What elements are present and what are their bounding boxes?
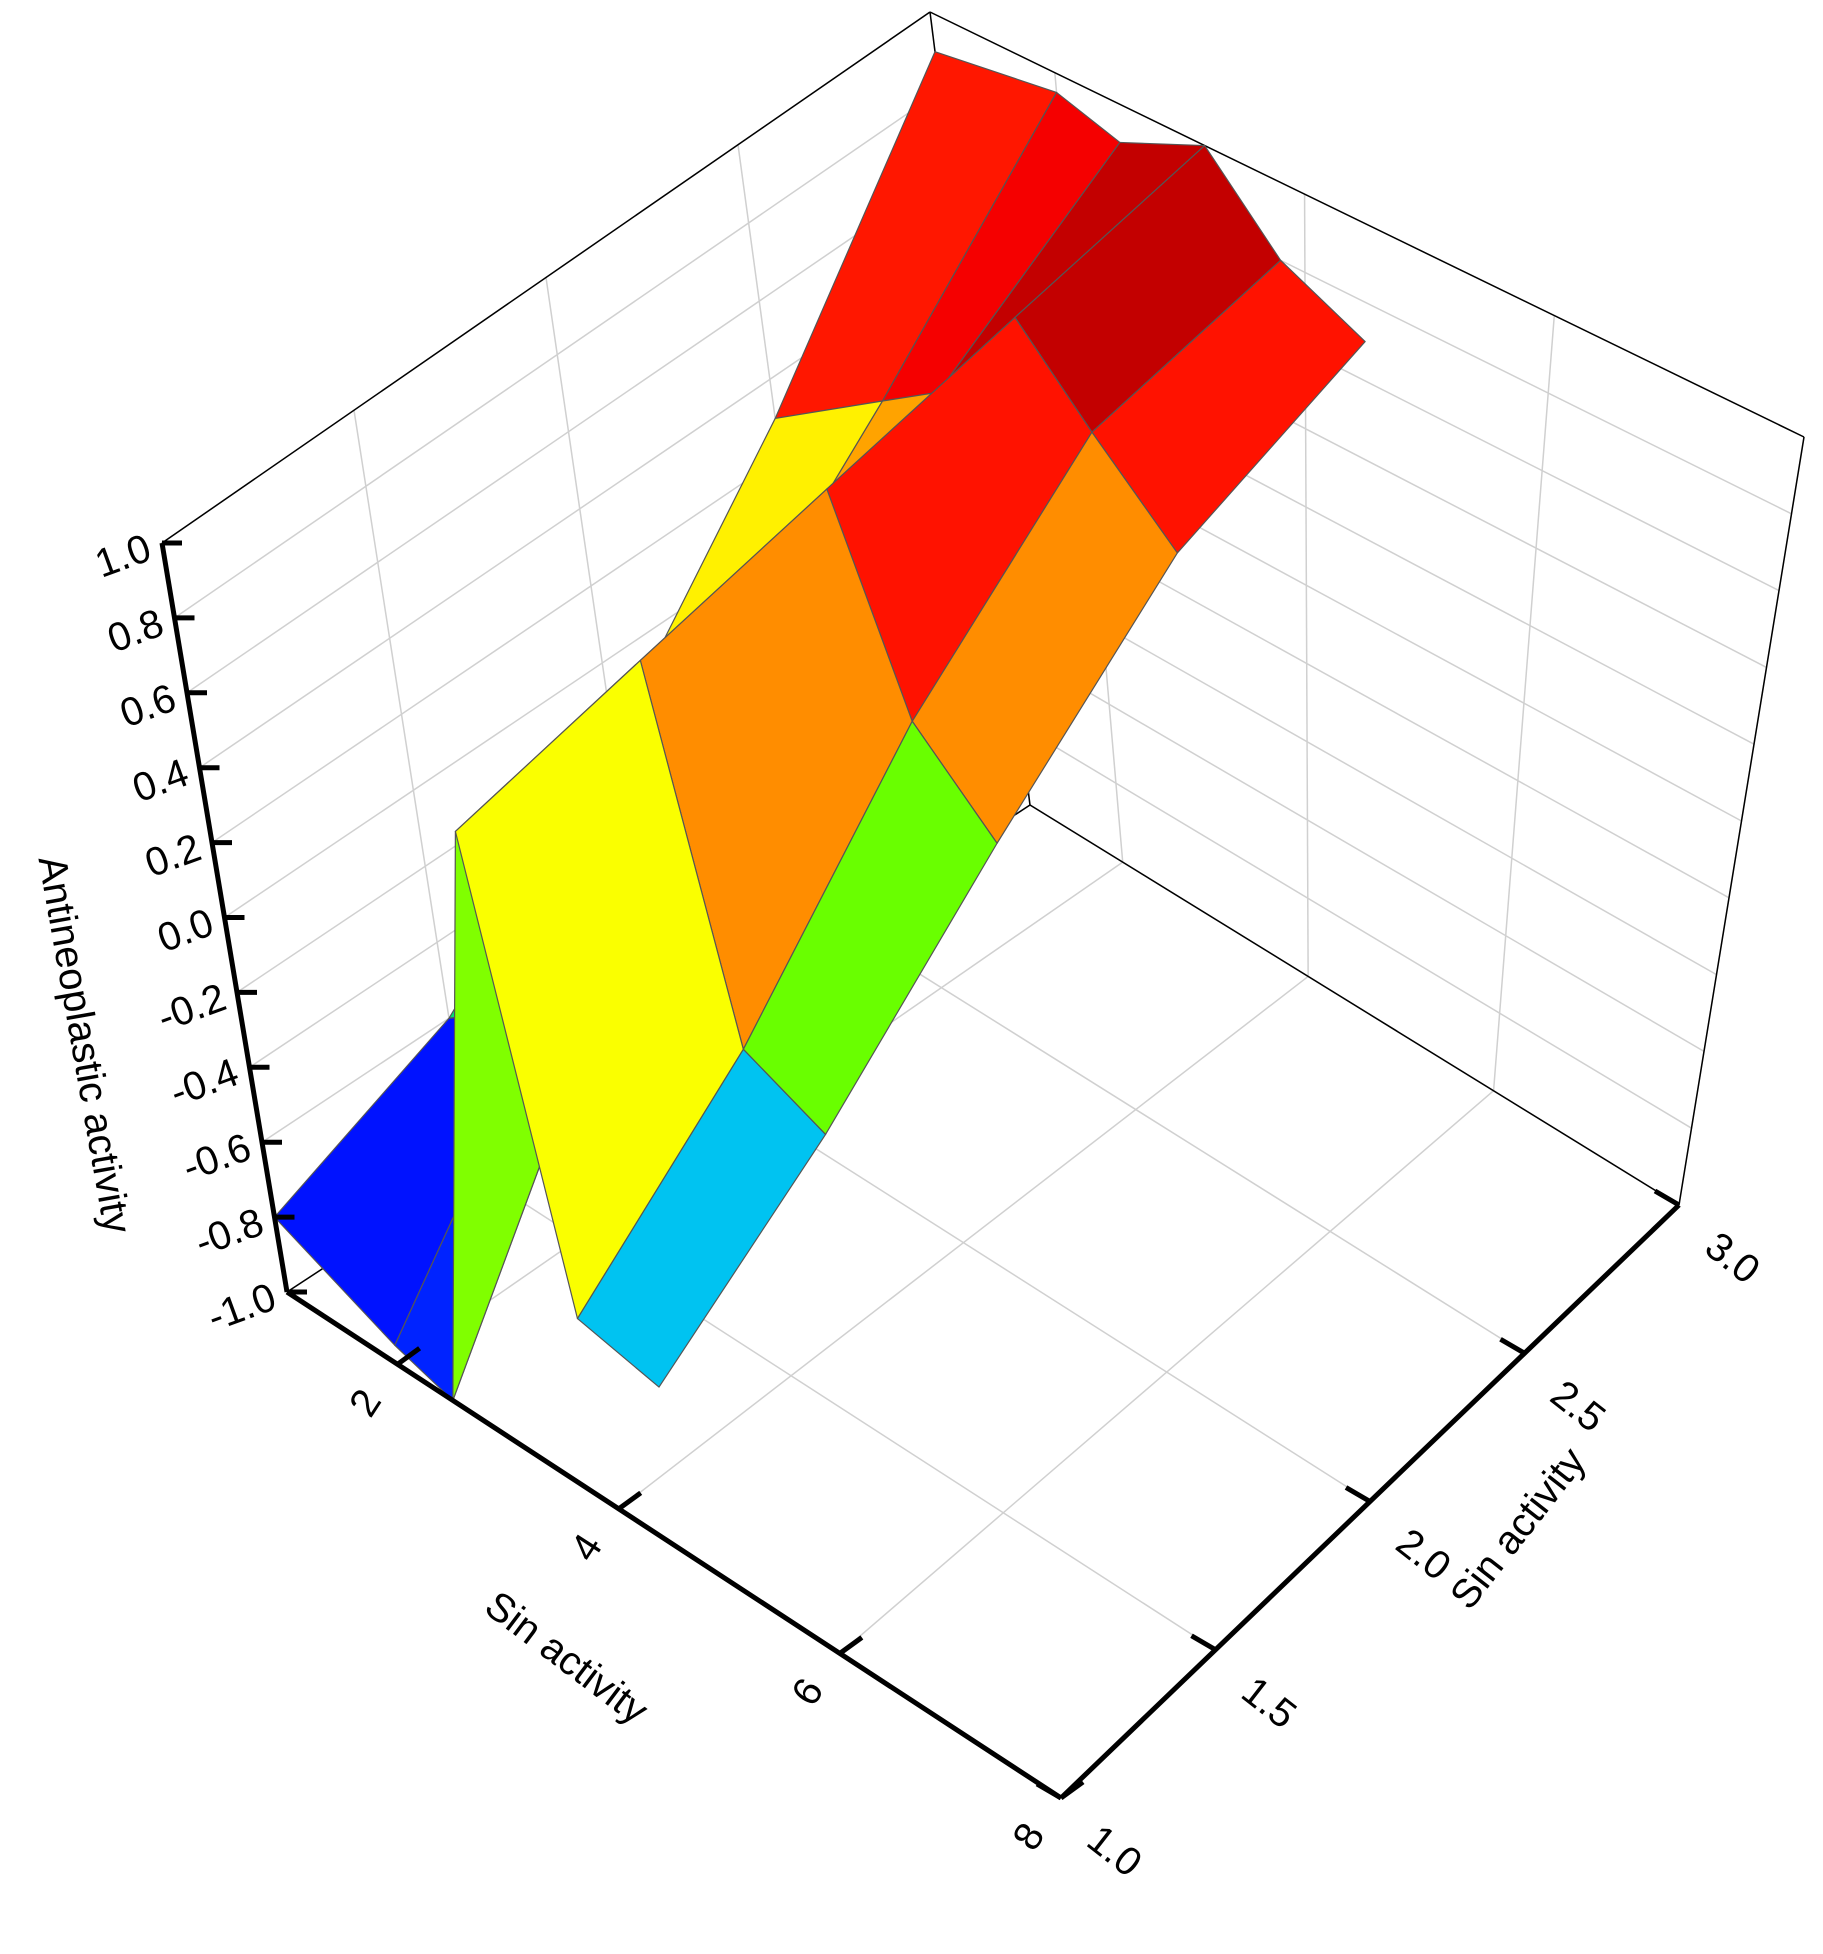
x-tick-label: 2 [341,1382,390,1425]
z-tick-label: 0.6 [114,676,181,736]
box-edge [161,11,931,544]
z-tick-label: -0.6 [177,1125,257,1190]
grid-line [1009,645,1705,1053]
z-tick-label: 0.8 [102,601,169,661]
z-tick-label: 0.2 [139,826,206,886]
z-tick-label: 0.4 [127,751,194,811]
x-axis [285,1289,1063,1801]
x-tick [838,1635,864,1656]
box-edge [1678,436,1805,1206]
y-tick [1035,1781,1063,1801]
z-tick-label: -1.0 [202,1275,282,1340]
x-tick-label: 8 [1004,1815,1053,1858]
grid-line [1492,315,1556,1091]
z-tick-label: -0.8 [189,1200,269,1265]
y-axis-title: Sin activity [1442,1440,1594,1618]
box-edge [929,11,1805,438]
y-tick-label: 2.0 [1388,1520,1459,1589]
z-axis-title: Antineoplastic activity [30,852,140,1236]
grid-line [1019,725,1692,1129]
grid-line [843,926,1525,1354]
box-edge [1029,804,1680,1206]
z-tick-label: 0.0 [152,901,219,961]
x-axis-title: Sin activity [477,1583,656,1733]
x-tick [396,1346,422,1367]
z-tick-label: 1.0 [89,526,156,586]
y-tick-label: 2.5 [1542,1372,1613,1441]
y-tick-label: 1.0 [1079,1817,1150,1886]
surface-patch [576,1048,827,1388]
z-tick-label: -0.4 [164,1050,244,1115]
x-tick-label: 6 [783,1671,832,1714]
y-tick [1653,1188,1681,1208]
x-tick-label: 4 [562,1526,611,1569]
y-tick [1499,1337,1526,1356]
x-tick [617,1490,643,1511]
y-tick [1344,1485,1372,1504]
y-tick-label: 1.5 [1233,1668,1304,1737]
y-tick-label: 3.0 [1697,1224,1768,1293]
x-tick [1059,1779,1085,1801]
z-tick-label: -0.2 [152,975,232,1040]
surface [273,51,1366,1402]
y-tick [1190,1633,1217,1652]
